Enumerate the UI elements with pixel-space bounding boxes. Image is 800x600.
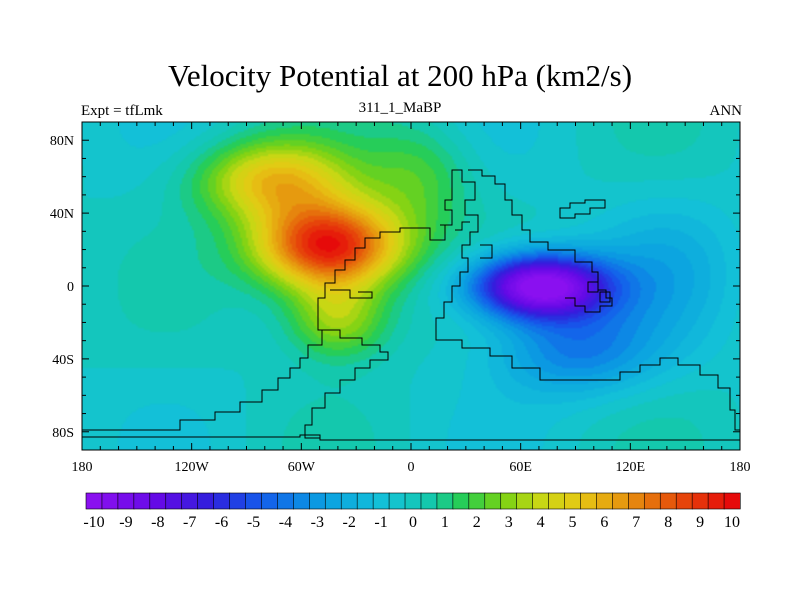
colorbar-swatch [452,492,470,510]
colorbar-swatch [516,492,534,510]
colorbar-swatch [133,492,151,510]
colorbar-label: -3 [311,514,324,531]
colorbar-swatch [628,492,645,510]
colorbar-swatch [612,492,629,510]
colorbar-label: 1 [441,514,449,531]
y-tick-label: 40S [52,353,74,368]
plot-title: Velocity Potential at 200 hPa (km2/s) [167,58,633,93]
subtitle-label: 311_1_MaBP [358,100,442,116]
colorbar-swatch [372,492,390,510]
colorbar-label: -5 [247,514,260,531]
colorbar-swatch [197,492,215,510]
colorbar-swatch [404,492,422,510]
colorbar: -10 -9 -8 -7 -6 -5 -4 -3 -2 -1 0 1 2 3 4 5 6 7 8 9 10 [83,492,741,531]
colorbar-swatch [723,492,741,510]
colorbar-swatch [213,492,231,510]
colorbar-swatch [436,492,454,510]
colorbar-swatch [675,492,693,510]
colorbar-swatch [117,492,135,510]
colorbar-swatch [596,492,613,510]
x-tick-label: 120E [616,460,646,475]
colorbar-label: -7 [183,514,196,531]
colorbar-label: -8 [151,514,164,531]
contour-field [82,122,740,450]
colorbar-label: 0 [409,514,417,531]
x-tick-label: 0 [408,460,415,475]
colorbar-swatch [532,492,550,510]
colorbar-swatch [548,492,566,510]
season-label: ANN [709,103,743,119]
colorbar-label: 4 [537,514,545,531]
x-tick-label: 180 [72,460,93,475]
coastline-islands [587,281,611,303]
y-tick-label: 80S [52,426,74,441]
y-tick-label: 0 [67,280,74,295]
colorbar-label: -9 [119,514,132,531]
colorbar-swatch [707,492,725,510]
colorbar-label: -6 [215,514,228,531]
colorbar-label: 5 [569,514,577,531]
coastline-antarctica [82,434,740,441]
colorbar-swatch [643,492,661,510]
colorbar-swatch [149,492,167,510]
coastline-africa [435,169,740,431]
colorbar-swatch [500,492,518,510]
y-tick-label: 80N [50,134,74,149]
colorbar-swatch [324,492,342,510]
x-tick-label: 60W [288,460,316,475]
colorbar-swatch [356,492,374,510]
colorbar-label: -10 [83,514,104,531]
colorbar-swatch [340,492,358,510]
colorbar-swatch [229,492,247,510]
contour-field-image [82,122,740,450]
colorbar-label: 6 [600,514,608,531]
colorbar-swatch [85,492,103,510]
coastline-north-africa [455,221,493,259]
colorbar-label: 9 [696,514,704,531]
coastlines [82,169,740,441]
colorbar-swatch [659,492,677,510]
experiment-label: Expt = tfLmk [81,103,163,119]
x-tick-label: 60E [509,460,532,475]
colorbar-swatch [181,492,199,510]
coastline-south-america [304,329,389,439]
colorbar-swatch [245,492,263,510]
colorbar-swatch [101,492,119,510]
colorbar-label: 10 [724,514,740,531]
colorbar-label: 8 [664,514,672,531]
colorbar-swatch [309,492,326,510]
colorbar-label: -2 [343,514,356,531]
colorbar-swatch [580,492,598,510]
colorbar-swatch [468,492,486,510]
colorbar-label: -1 [374,514,387,531]
colorbar-swatch [420,492,438,510]
y-tick-label: 40N [50,207,74,222]
x-tick-label: 180 [730,460,751,475]
colorbar-swatch [261,492,279,510]
colorbar-label: -4 [279,514,292,531]
colorbar-swatch [277,492,294,510]
axes: 180 120W 60W 0 60E 120E 180 80N 40N 0 40S 80S [50,121,751,475]
coastline-americas [82,224,446,431]
coastline-east-asia [559,199,606,219]
colorbar-swatch [484,492,502,510]
colorbar-label: 2 [473,514,481,531]
x-tick-label: 120W [175,460,210,475]
colorbar-swatch [564,492,582,510]
colorbar-swatch [165,492,183,510]
colorbar-swatch [691,492,709,510]
coastline-eurasia [468,169,613,313]
colorbar-label: 3 [505,514,513,531]
colorbar-swatch [388,492,406,510]
coastline-caribbean [330,289,373,299]
colorbar-label: 7 [632,514,640,531]
colorbar-swatch [293,492,310,510]
